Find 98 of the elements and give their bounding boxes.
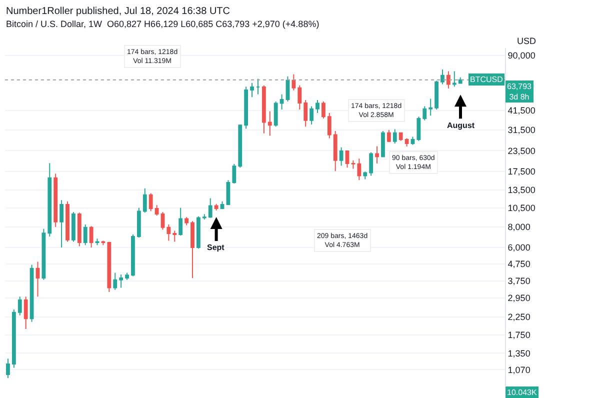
- candlestick: [428, 98, 433, 116]
- candlestick: [178, 207, 183, 236]
- y-tick-label: 41,500: [508, 106, 536, 116]
- candlestick: [190, 220, 194, 278]
- candlestick: [434, 80, 439, 110]
- candlestick: [131, 234, 135, 277]
- candlestick: [148, 192, 153, 212]
- y-tick-label: 13,500: [508, 185, 536, 196]
- y-tick-label: 3,750: [508, 276, 530, 286]
- candlestick: [452, 70, 456, 88]
- candlestick: [166, 224, 171, 242]
- y-tick-label: 1,070: [508, 364, 530, 375]
- candlestick: [107, 241, 112, 293]
- chart-subtitle: Bitcoin / U.S. Dollar, 1W O60,827 H66,129 L60,685 C63,793 +2,970 (+4.88%): [6, 18, 320, 29]
- y-tick-label: 17,500: [508, 166, 536, 177]
- candlestick: [30, 264, 34, 322]
- y-tick-label: 23,500: [508, 146, 536, 156]
- y-tick-label: 2,250: [508, 312, 530, 322]
- candlestick: [208, 198, 212, 218]
- candlestick: [142, 188, 147, 214]
- candlestick: [256, 78, 260, 95]
- candlestick: [363, 171, 368, 180]
- annotation: August: [447, 121, 475, 130]
- candlestick: [136, 207, 141, 238]
- candlestick: [60, 200, 64, 248]
- candlestick: [18, 296, 22, 316]
- candlestick: [226, 180, 230, 206]
- candlestick: [404, 138, 409, 148]
- candlestick: [381, 130, 385, 158]
- candlestick: [398, 132, 403, 142]
- candlestick: [202, 214, 206, 220]
- candlestick: [375, 146, 379, 164]
- candlestick: [196, 216, 200, 250]
- candlestick: [36, 261, 40, 298]
- candlestick: [48, 162, 52, 238]
- candlestick: [422, 106, 427, 121]
- candlestick: [184, 216, 189, 226]
- y-tick-label: 10,500: [508, 202, 536, 213]
- candlestick: [89, 226, 94, 248]
- candlestick: [392, 128, 397, 144]
- candlestick: [446, 70, 450, 89]
- candlestick: [310, 106, 314, 125]
- candlestick: [333, 130, 338, 172]
- y-tick-label: 1,350: [508, 348, 530, 358]
- candlestick: [24, 296, 28, 330]
- candlestick: [83, 224, 88, 246]
- candlestick: [238, 124, 242, 168]
- candlestick: [95, 238, 100, 246]
- text: 63,793 3d 8h: [507, 82, 532, 102]
- candlestick: [304, 100, 308, 128]
- candlestick: [250, 82, 254, 98]
- y-axis-title: USD: [517, 36, 536, 46]
- candlestick: [327, 112, 332, 139]
- candlestick: [298, 84, 302, 110]
- candlestick: [77, 212, 82, 247]
- candlestick: [119, 274, 124, 288]
- candlestick: [262, 84, 266, 134]
- candlestick: [6, 358, 10, 379]
- candlestick: [280, 94, 284, 110]
- candlestick: [71, 211, 76, 242]
- candlestick: [12, 309, 16, 368]
- candlestick: [172, 230, 177, 242]
- candlestick: [351, 160, 356, 170]
- chart-title: Number1Roller published, Jul 18, 2024 16:38 UTC: [6, 6, 230, 17]
- candlestick: [66, 200, 70, 242]
- candlestick: [345, 150, 350, 168]
- text: 10.043K: [507, 388, 538, 397]
- candlestick: [440, 69, 444, 85]
- y-tick-label: 4,750: [508, 259, 530, 270]
- annotation: Sept: [207, 243, 225, 252]
- y-tick-label: 2,950: [508, 292, 530, 303]
- candlestick: [357, 158, 362, 181]
- y-tick-label: 90,000: [508, 50, 536, 61]
- y-tick-label: 1,750: [508, 330, 530, 340]
- candlestick: [244, 86, 248, 130]
- ref-line-label: BTCUSD: [470, 75, 504, 84]
- y-tick-label: 6,000: [508, 242, 530, 253]
- candlestick: [386, 129, 391, 143]
- candlestick: [339, 146, 344, 166]
- candlestick: [125, 272, 129, 280]
- candlestick: [268, 110, 272, 136]
- candlestick: [54, 173, 58, 228]
- candlestick: [42, 228, 46, 280]
- candlestick: [292, 74, 296, 91]
- y-tick-label: 31,500: [508, 125, 536, 136]
- candlestick: [232, 163, 236, 184]
- candlestick: [160, 211, 165, 230]
- candlestick: [416, 116, 421, 142]
- candlestick: [214, 203, 218, 212]
- y-tick-label: 8,000: [508, 222, 530, 232]
- candlestick: [154, 204, 159, 216]
- candlestick: [410, 136, 415, 146]
- candlestick: [369, 152, 374, 176]
- candlestick: [113, 272, 118, 290]
- candlestick: [274, 101, 278, 128]
- candlestick: [316, 100, 320, 114]
- candlestick: [220, 200, 224, 210]
- candlestick: [321, 101, 326, 119]
